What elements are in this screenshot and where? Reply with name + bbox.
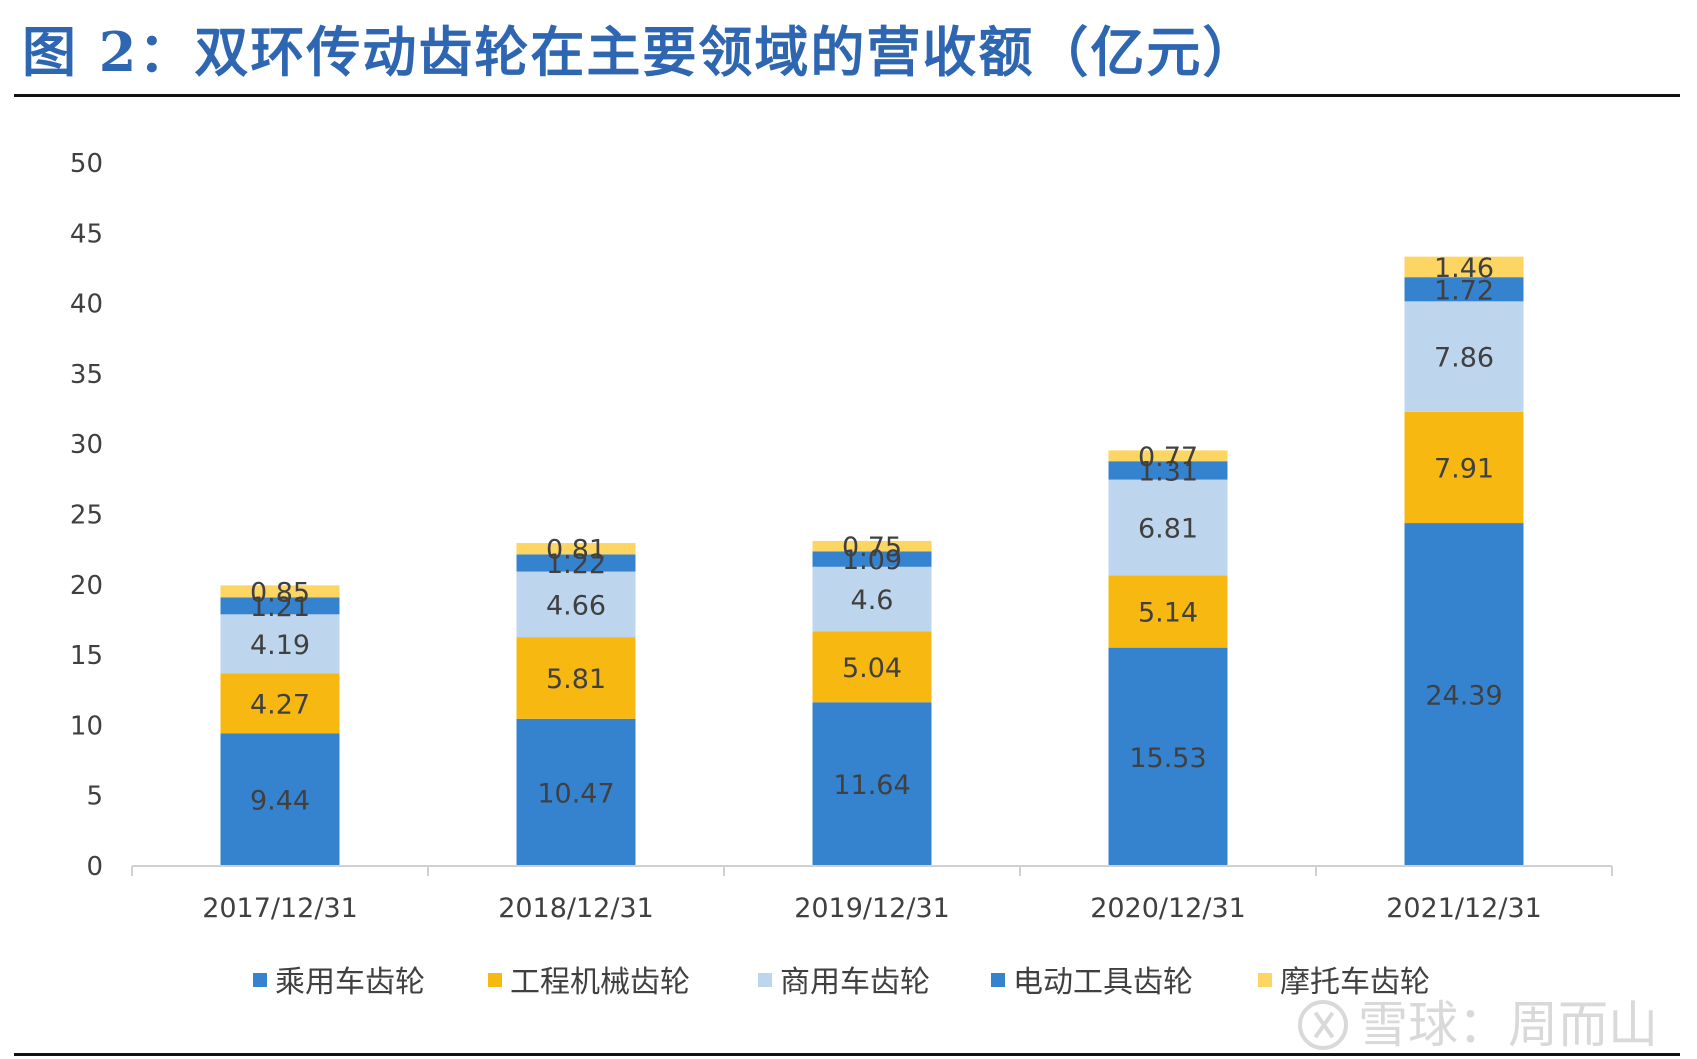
bar-segment	[516, 543, 636, 555]
data-label: 1.31	[1138, 456, 1198, 487]
data-label: 5.81	[546, 664, 606, 695]
y-tick-label: 20	[70, 571, 103, 601]
y-tick-label: 50	[70, 149, 103, 179]
bar-segment	[220, 597, 340, 615]
data-label: 1.46	[1434, 253, 1494, 284]
data-label: 7.86	[1434, 343, 1494, 374]
bar-segment	[1404, 411, 1524, 524]
top-rule	[14, 94, 1680, 97]
bar-segment	[1108, 575, 1228, 648]
legend-label: 乘用车齿轮	[275, 965, 425, 1000]
bar-segment	[812, 551, 932, 567]
legend-swatch	[1258, 973, 1272, 987]
data-labels: 9.44 4.27 4.19 1.210.85 10.47 5.81 4.66 1.220.8…	[250, 253, 1503, 817]
data-label: 1.22	[546, 549, 606, 580]
data-label: 0.85	[250, 577, 310, 608]
y-tick-label: 5	[86, 782, 103, 812]
x-tick-label: 2018/12/31	[498, 893, 654, 924]
legend-swatch	[991, 973, 1005, 987]
legend-item: 乘用车齿轮	[253, 965, 425, 1000]
x-tick-label: 2021/12/31	[1386, 893, 1542, 924]
data-label: 1.72	[1434, 275, 1494, 306]
y-tick-label: 10	[70, 711, 103, 741]
data-label: 0.75	[842, 532, 902, 563]
data-label: 0.81	[546, 535, 606, 566]
bar-segment	[516, 637, 636, 719]
data-label: 9.44	[250, 786, 310, 817]
bar-segment	[1108, 647, 1228, 866]
legend-swatch	[253, 973, 267, 987]
x-axis: 2017/12/31 2018/12/31 2019/12/31 2020/12/31…	[131, 865, 1613, 924]
legend-label: 电动工具齿轮	[1013, 965, 1193, 1000]
data-label: 1.09	[842, 545, 902, 576]
bar-segment	[812, 566, 932, 632]
legend-label: 摩托车齿轮	[1280, 965, 1430, 1000]
bar-segment	[1108, 479, 1228, 576]
y-tick-label: 15	[70, 641, 103, 671]
bar-segment	[1404, 523, 1524, 866]
legend-item: 商用车齿轮	[758, 965, 930, 1000]
figure-title: 图 2：双环传动齿轮在主要领域的营收额（亿元）	[22, 20, 1259, 84]
bar-segment	[516, 718, 636, 866]
legend-item: 摩托车齿轮	[1258, 965, 1430, 1000]
x-tick-label: 2017/12/31	[202, 893, 358, 924]
data-label: 1.21	[250, 592, 310, 623]
data-label: 5.04	[842, 653, 902, 684]
bar-segment	[812, 540, 932, 552]
data-label: 5.14	[1138, 598, 1198, 629]
y-tick-label: 25	[70, 501, 103, 531]
data-label: 6.81	[1138, 514, 1198, 545]
data-label: 15.53	[1129, 743, 1206, 774]
data-label: 4.66	[546, 590, 606, 621]
data-label: 0.77	[1138, 442, 1198, 473]
watermark-text: 雪球：周而山	[1358, 996, 1658, 1054]
legend-item: 电动工具齿轮	[991, 965, 1193, 1000]
x-tick-label: 2019/12/31	[794, 893, 950, 924]
bar-segment	[1108, 461, 1228, 480]
bar-segment	[1404, 256, 1524, 278]
bar-segment	[812, 702, 932, 866]
data-label: 11.64	[833, 770, 910, 801]
bar-series	[220, 256, 1524, 866]
bar-segment	[516, 554, 636, 572]
bar-segment	[220, 614, 340, 674]
legend-swatch	[758, 973, 772, 987]
y-tick-label: 35	[70, 360, 103, 390]
bottom-rule	[14, 1053, 1680, 1056]
legend: 乘用车齿轮 工程机械齿轮 商用车齿轮 电动工具齿轮 摩托车齿轮	[253, 965, 1430, 1000]
bar-segment	[220, 585, 340, 598]
legend-swatch	[488, 973, 502, 987]
y-axis-ticks: 0 5 10 15 20 25 30 35 40 45 50	[70, 149, 103, 882]
bar-segment	[1108, 450, 1228, 462]
y-tick-label: 30	[70, 430, 103, 460]
bar-segment	[516, 571, 636, 638]
bar-segment	[1404, 277, 1524, 302]
y-tick-label: 40	[70, 290, 103, 320]
data-label: 10.47	[537, 778, 614, 809]
bar-segment	[1404, 301, 1524, 412]
bar-segment	[220, 673, 340, 734]
x-tick-label: 2020/12/31	[1090, 893, 1246, 924]
watermark: 雪球：周而山	[1298, 985, 1658, 1057]
legend-item: 工程机械齿轮	[488, 965, 690, 1000]
legend-label: 工程机械齿轮	[510, 965, 690, 1000]
data-label: 7.91	[1434, 453, 1494, 484]
data-label: 24.39	[1425, 681, 1502, 712]
data-label: 4.6	[851, 585, 894, 616]
data-label: 4.19	[250, 630, 310, 661]
y-tick-label: 45	[70, 219, 103, 249]
legend-label: 商用车齿轮	[780, 965, 930, 1000]
bar-segment	[220, 733, 340, 866]
y-tick-label: 0	[86, 852, 103, 882]
bar-segment	[812, 631, 932, 703]
data-label: 4.27	[250, 689, 310, 720]
snowball-logo-icon	[1298, 1000, 1348, 1050]
